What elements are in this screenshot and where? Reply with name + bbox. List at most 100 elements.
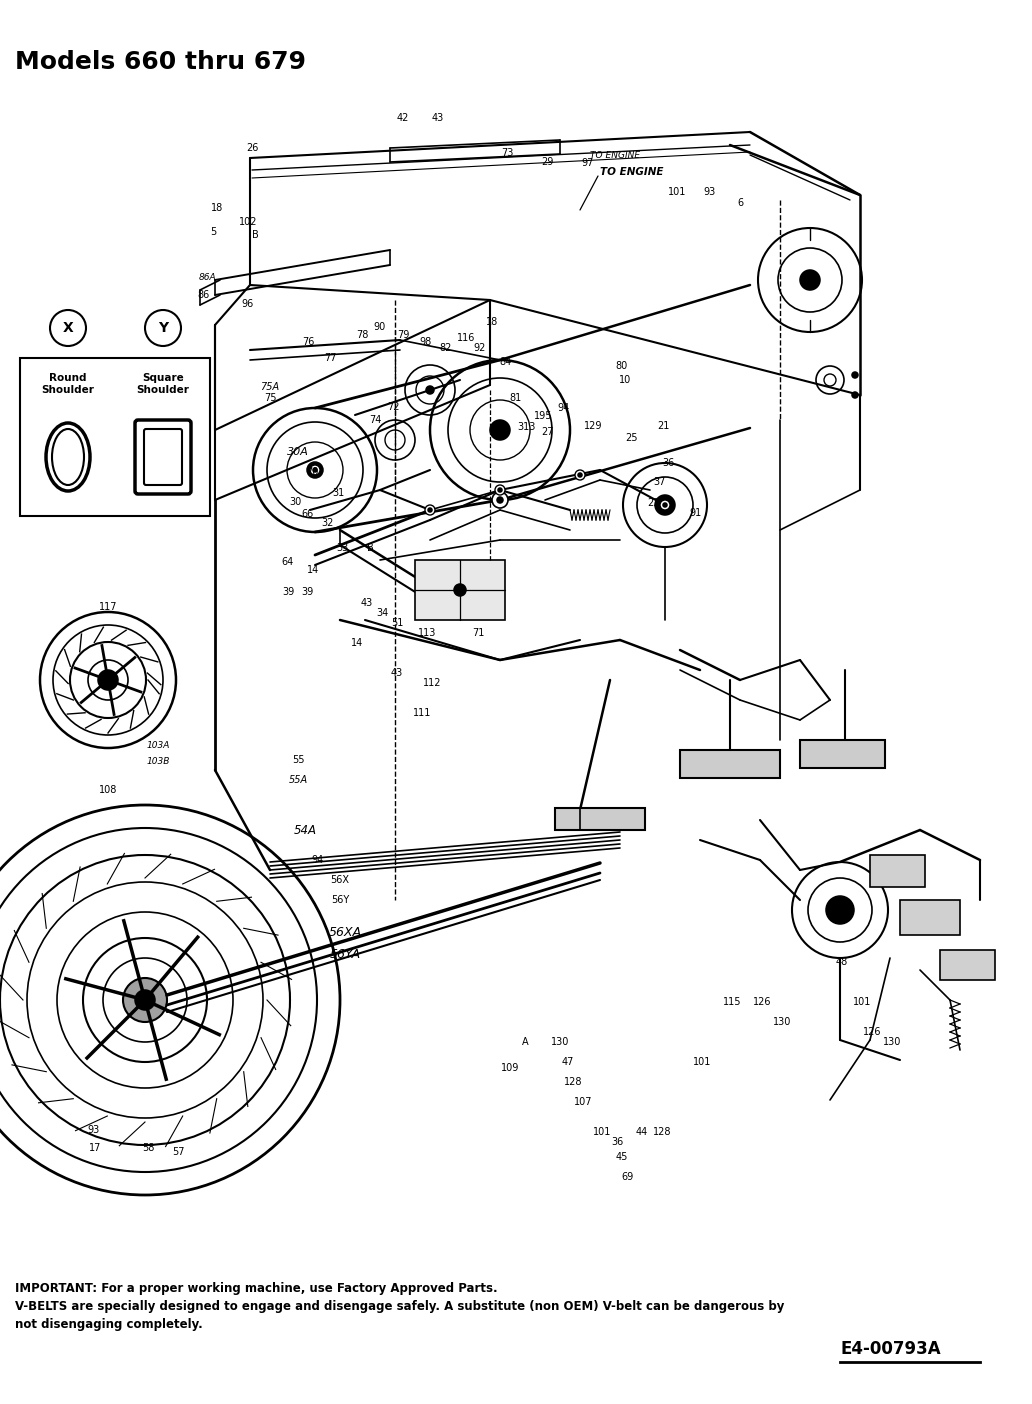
FancyBboxPatch shape bbox=[144, 430, 182, 484]
Text: 10: 10 bbox=[619, 375, 632, 385]
Text: 51: 51 bbox=[391, 618, 404, 628]
Circle shape bbox=[655, 496, 675, 515]
Text: 21: 21 bbox=[656, 421, 669, 431]
Bar bbox=[680, 750, 780, 778]
Bar bbox=[20, 358, 209, 517]
Text: 93: 93 bbox=[87, 1125, 99, 1134]
Text: 78: 78 bbox=[356, 330, 368, 340]
Text: 103B: 103B bbox=[147, 758, 169, 767]
Circle shape bbox=[428, 508, 432, 512]
Text: 5: 5 bbox=[209, 227, 216, 237]
Text: 58: 58 bbox=[141, 1143, 154, 1153]
Text: 75: 75 bbox=[264, 393, 277, 403]
Text: 108: 108 bbox=[99, 785, 118, 795]
Text: 37: 37 bbox=[654, 477, 667, 487]
Text: 69: 69 bbox=[621, 1172, 633, 1182]
Text: 54A: 54A bbox=[293, 824, 317, 837]
Text: 103A: 103A bbox=[147, 740, 169, 750]
Bar bbox=[870, 855, 925, 887]
Text: 130: 130 bbox=[551, 1038, 570, 1047]
Text: 42: 42 bbox=[397, 112, 409, 124]
Text: 101: 101 bbox=[852, 997, 871, 1007]
Text: 92: 92 bbox=[474, 343, 486, 352]
Text: 56YA: 56YA bbox=[329, 949, 360, 962]
Text: 97: 97 bbox=[582, 159, 594, 168]
Text: TO ENGINE: TO ENGINE bbox=[590, 150, 640, 160]
Text: 57: 57 bbox=[171, 1147, 185, 1157]
Text: IMPORTANT: For a proper working machine, use Factory Approved Parts.
V-BELTS are: IMPORTANT: For a proper working machine,… bbox=[15, 1282, 784, 1331]
Text: 18: 18 bbox=[486, 317, 498, 327]
Text: 126: 126 bbox=[752, 997, 771, 1007]
Circle shape bbox=[663, 503, 667, 507]
Circle shape bbox=[852, 372, 858, 378]
Text: B: B bbox=[366, 543, 374, 553]
Circle shape bbox=[50, 310, 86, 345]
Bar bbox=[800, 740, 885, 768]
Text: 84: 84 bbox=[498, 357, 511, 366]
Circle shape bbox=[307, 462, 323, 477]
Bar bbox=[555, 807, 645, 830]
Text: TO ENGINE: TO ENGINE bbox=[600, 167, 664, 177]
Text: 23: 23 bbox=[647, 498, 659, 508]
Text: 36: 36 bbox=[662, 458, 674, 468]
Text: 29: 29 bbox=[541, 157, 553, 167]
Text: 6: 6 bbox=[737, 198, 743, 208]
Ellipse shape bbox=[52, 430, 84, 484]
Text: 27: 27 bbox=[541, 427, 553, 437]
Circle shape bbox=[454, 584, 466, 597]
Text: 47: 47 bbox=[561, 1057, 574, 1067]
Circle shape bbox=[135, 990, 155, 1009]
Text: 56Y: 56Y bbox=[331, 894, 349, 906]
FancyBboxPatch shape bbox=[135, 420, 191, 494]
Text: 109: 109 bbox=[501, 1063, 519, 1073]
Text: 128: 128 bbox=[653, 1127, 671, 1137]
Text: 102: 102 bbox=[238, 218, 257, 227]
Text: 195: 195 bbox=[534, 411, 552, 421]
Text: 56X: 56X bbox=[330, 875, 350, 885]
Text: 73: 73 bbox=[501, 147, 513, 159]
Text: 25: 25 bbox=[625, 432, 638, 444]
Text: X: X bbox=[63, 322, 73, 336]
Text: 32: 32 bbox=[322, 518, 334, 528]
Text: B: B bbox=[252, 230, 258, 240]
Text: 44: 44 bbox=[636, 1127, 648, 1137]
Bar bbox=[415, 560, 505, 621]
Circle shape bbox=[426, 386, 434, 395]
Text: 30: 30 bbox=[289, 497, 301, 507]
Text: 130: 130 bbox=[882, 1038, 901, 1047]
Circle shape bbox=[310, 465, 320, 475]
Circle shape bbox=[492, 491, 508, 508]
Text: 14: 14 bbox=[307, 564, 319, 576]
Text: 129: 129 bbox=[584, 421, 603, 431]
Text: 86: 86 bbox=[197, 291, 209, 300]
Text: 81: 81 bbox=[509, 393, 521, 403]
Text: 313: 313 bbox=[518, 423, 537, 432]
Text: 43: 43 bbox=[431, 112, 444, 124]
Text: 117: 117 bbox=[99, 602, 118, 612]
Circle shape bbox=[575, 470, 585, 480]
Text: 33: 33 bbox=[335, 543, 348, 553]
Text: 111: 111 bbox=[413, 708, 431, 717]
Text: 55: 55 bbox=[292, 755, 304, 765]
Text: 34: 34 bbox=[376, 608, 388, 618]
Text: 45: 45 bbox=[616, 1153, 628, 1163]
Text: E4-00793A: E4-00793A bbox=[840, 1339, 940, 1358]
Circle shape bbox=[146, 310, 181, 345]
Circle shape bbox=[495, 484, 505, 496]
Circle shape bbox=[425, 505, 436, 515]
Text: 101: 101 bbox=[668, 187, 686, 197]
Text: 55A: 55A bbox=[288, 775, 308, 785]
Text: 90: 90 bbox=[374, 322, 386, 331]
Text: 72: 72 bbox=[387, 402, 399, 411]
Text: 91: 91 bbox=[689, 508, 701, 518]
Text: 82: 82 bbox=[440, 343, 452, 352]
Text: Models 660 thru 679: Models 660 thru 679 bbox=[15, 51, 307, 74]
Text: 74: 74 bbox=[368, 416, 381, 425]
Text: 26: 26 bbox=[246, 143, 258, 153]
Bar bbox=[940, 951, 995, 980]
Text: Shoulder: Shoulder bbox=[41, 385, 95, 395]
Text: 43: 43 bbox=[391, 668, 404, 678]
Text: 96: 96 bbox=[240, 299, 253, 309]
Text: Shoulder: Shoulder bbox=[136, 385, 190, 395]
Text: 128: 128 bbox=[563, 1077, 582, 1087]
